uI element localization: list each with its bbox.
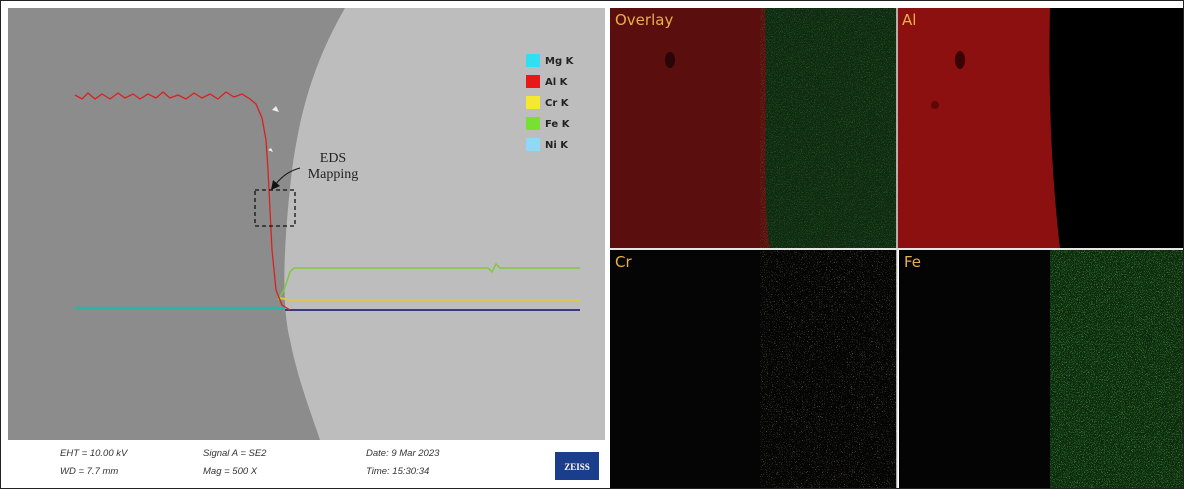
particle <box>268 106 279 152</box>
mapping-box <box>254 189 296 227</box>
cr-line <box>279 297 580 301</box>
overlay-speckle <box>760 8 897 248</box>
info-text: Signal A = SE2 <box>203 448 267 459</box>
al-line <box>74 91 291 311</box>
info-bar <box>8 440 605 488</box>
logo: ZEISS <box>564 462 590 472</box>
arrow-head <box>271 180 280 190</box>
pore <box>665 52 675 68</box>
cr-speckle <box>760 250 897 489</box>
legend-swatch <box>526 117 540 130</box>
sem-image: EDS Mapping Mg K Al K Cr K Fe K Ni K <box>8 8 605 440</box>
map-label: Cr <box>615 253 632 271</box>
info-text: Date: 9 Mar 2023 <box>366 448 440 459</box>
legend-label: Fe K <box>545 119 571 130</box>
logo-box <box>555 452 599 480</box>
legend-swatch <box>526 54 540 67</box>
legend-swatch <box>526 75 540 88</box>
fe-line <box>277 262 580 301</box>
arrow <box>275 167 301 185</box>
legend-label: Cr K <box>545 98 570 109</box>
info-text: Mag = 500 X <box>203 466 258 477</box>
info-text: Time: 15:30:34 <box>366 466 429 477</box>
map-label: Fe <box>904 253 921 271</box>
annotation: Mapping <box>308 167 359 182</box>
al-region <box>897 8 1060 248</box>
legend-label: Mg K <box>545 56 575 67</box>
annotation: EDS <box>320 151 346 166</box>
info-text: WD = 7.7 mm <box>60 466 118 477</box>
pore <box>955 51 965 69</box>
coating-region <box>284 8 605 440</box>
map-label: Overlay <box>615 11 673 29</box>
legend-label: Al K <box>545 77 569 88</box>
legend-swatch <box>526 138 540 151</box>
legend-swatch <box>526 96 540 109</box>
info-text: EHT = 10.00 kV <box>60 448 129 459</box>
fe-speckle <box>1050 250 1184 489</box>
legend-label: Ni K <box>545 140 569 151</box>
map-label: Al <box>902 11 916 29</box>
pore <box>931 101 939 109</box>
